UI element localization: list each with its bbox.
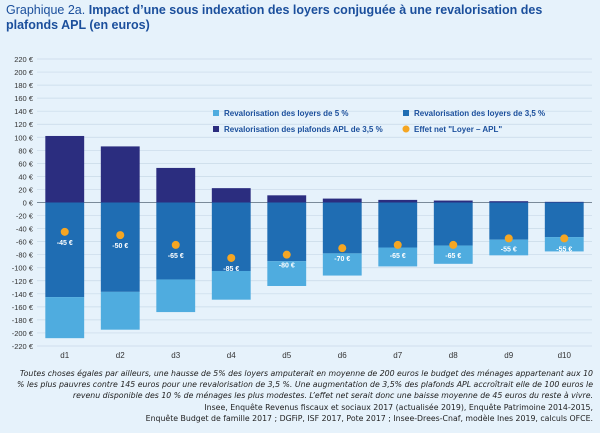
bar-loyers-5 <box>489 239 529 256</box>
bar-loyers-5 <box>378 247 418 267</box>
chart: 220 € 200 € 180 € 160 € 140 € 120 € 100 € 80 € 6… <box>12 55 592 360</box>
y-tick-label: 220 € <box>14 55 34 64</box>
y-tick-label: 0 € <box>23 199 34 208</box>
bar-apl-3-5 <box>489 201 529 203</box>
y-tick-label: -60 € <box>16 238 34 247</box>
x-tick-label: d1 <box>60 351 69 360</box>
bar-loyers-5 <box>211 270 251 300</box>
bar-loyers-3-5 <box>378 202 418 248</box>
x-tick-label: d7 <box>393 351 402 360</box>
net-effect-point <box>338 244 347 253</box>
bar-loyers-5 <box>544 237 584 252</box>
net-effect-label: -70 € <box>334 256 350 263</box>
net-effect-label: -65 € <box>445 253 461 260</box>
x-tick-label: d2 <box>116 351 125 360</box>
source-line-2: Enquête Budget de famille 2017 ; DGFiP, … <box>145 413 593 423</box>
chart-note: Toutes choses égales par ailleurs, une h… <box>16 369 593 401</box>
y-tick-label: -200 € <box>12 329 34 338</box>
y-tick-label: 140 € <box>14 107 34 116</box>
bar-apl-3-5 <box>322 198 362 203</box>
y-tick-label: 40 € <box>18 172 33 181</box>
x-tick-label: d5 <box>282 351 291 360</box>
bar-apl-3-5 <box>211 188 251 203</box>
y-tick-label: 80 € <box>18 146 33 155</box>
chart-title-text: Impact d’une sous indexation des loyers … <box>6 3 543 32</box>
bar-apl-3-5 <box>100 146 140 203</box>
y-tick-label: -140 € <box>12 290 34 299</box>
y-tick-label: 160 € <box>14 94 34 103</box>
net-effect-point <box>449 240 458 249</box>
net-effect-label: -55 € <box>556 246 572 253</box>
net-effect-point <box>504 234 513 243</box>
net-effect-point <box>560 234 569 243</box>
bar-loyers-5 <box>433 245 473 264</box>
legend-label: Revalorisation des plafonds APL de 3,5 % <box>224 125 383 134</box>
chart-title: Graphique 2a. Impact d’une sous indexati… <box>6 3 596 33</box>
x-tick-label: d8 <box>449 351 458 360</box>
legend-label: Effet net "Loyer – APL" <box>414 125 502 134</box>
y-tick-label: -220 € <box>12 342 34 351</box>
y-tick-label: -40 € <box>16 225 34 234</box>
bar-apl-3-5 <box>45 135 85 203</box>
source-line-1: Insee, Enquête Revenus fiscaux et sociau… <box>204 402 593 412</box>
chart-notes: Toutes choses égales par ailleurs, une h… <box>10 368 593 424</box>
net-effect-point <box>171 240 180 249</box>
net-effect-label: -55 € <box>501 246 517 253</box>
y-tick-label: -20 € <box>16 212 34 221</box>
y-tick-label: 60 € <box>18 159 33 168</box>
y-tick-label: -160 € <box>12 303 34 312</box>
bar-apl-3-5 <box>544 201 584 203</box>
legend-label: Revalorisation des loyers de 3,5 % <box>414 109 545 118</box>
net-effect-label: -85 € <box>223 266 239 273</box>
y-tick-label: 20 € <box>18 185 33 194</box>
bar-loyers-3-5 <box>100 202 140 292</box>
y-tick-label: 180 € <box>14 81 34 90</box>
bar-apl-3-5 <box>267 195 307 203</box>
y-tick-label: 100 € <box>14 133 34 142</box>
legend-swatch <box>213 110 219 116</box>
net-effect-point <box>60 227 69 236</box>
bar-apl-3-5 <box>378 199 418 203</box>
legend-swatch <box>403 110 409 116</box>
bar-loyers-5 <box>156 279 196 313</box>
x-tick-label: d3 <box>171 351 180 360</box>
x-tick-label: d6 <box>338 351 347 360</box>
net-effect-point <box>282 250 291 259</box>
chart-title-prefix: Graphique 2a. <box>6 3 86 17</box>
bar-loyers-3-5 <box>45 202 85 298</box>
y-tick-label: -100 € <box>12 264 34 273</box>
bar-loyers-3-5 <box>544 202 584 238</box>
net-effect-label: -45 € <box>57 240 73 247</box>
bar-loyers-3-5 <box>433 202 473 246</box>
y-tick-label: -80 € <box>16 251 34 260</box>
net-effect-label: -65 € <box>390 253 406 260</box>
y-tick-label: -180 € <box>12 316 34 325</box>
legend-swatch <box>402 125 410 133</box>
net-effect-label: -80 € <box>279 263 295 270</box>
bar-loyers-5 <box>45 297 85 339</box>
net-effect-label: -50 € <box>112 243 128 250</box>
net-effect-point <box>393 240 402 249</box>
x-tick-label: d10 <box>558 351 572 360</box>
bar-loyers-5 <box>322 253 362 276</box>
x-tick-label: d9 <box>504 351 513 360</box>
net-effect-point <box>227 253 236 262</box>
net-effect-label: -65 € <box>168 253 184 260</box>
bar-loyers-5 <box>267 261 307 286</box>
net-effect-point <box>116 231 125 240</box>
legend-swatch <box>213 126 219 132</box>
y-tick-label: 120 € <box>14 120 34 129</box>
bar-apl-3-5 <box>433 200 473 203</box>
bar-loyers-3-5 <box>489 202 529 240</box>
y-tick-label: 200 € <box>14 68 34 77</box>
x-tick-label: d4 <box>227 351 236 360</box>
y-tick-label: -120 € <box>12 277 34 286</box>
bar-loyers-5 <box>100 291 140 330</box>
bar-apl-3-5 <box>156 167 196 203</box>
legend-label: Revalorisation des loyers de 5 % <box>224 109 349 118</box>
